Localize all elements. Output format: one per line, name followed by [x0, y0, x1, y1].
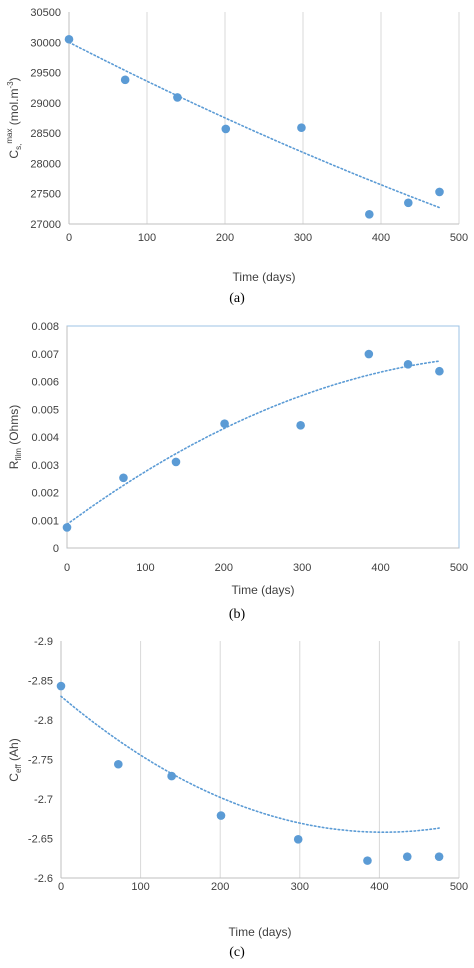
x-tick-label: 200 — [215, 562, 233, 574]
data-point — [365, 210, 374, 219]
x-tick-label: 300 — [293, 562, 311, 574]
data-point — [120, 75, 130, 85]
y-tick-label: -2.7 — [34, 794, 53, 806]
data-point — [171, 457, 181, 467]
y-tick-label: -2.65 — [28, 834, 53, 846]
y-tick-label: -2.6 — [34, 873, 53, 885]
y-tick-label: 29000 — [30, 98, 61, 110]
x-tick-label: 0 — [64, 562, 70, 574]
y-tick-label: 29500 — [30, 68, 61, 80]
data-point — [435, 366, 444, 376]
x-tick-label: 300 — [294, 232, 312, 244]
trendline — [68, 41, 441, 209]
chart-c: 0 100 200 300 400 500 -2.9 -2.85 -2.8 -2.75 -2.7 -2… — [7, 636, 468, 960]
data-point — [173, 93, 182, 102]
trendline — [66, 360, 441, 526]
x-tick-label: 500 — [450, 881, 468, 893]
data-point — [167, 771, 176, 781]
data-point — [64, 34, 74, 44]
chart-a: 0 100 200 300 400 500 27000 27500 28000 28500 2900… — [5, 7, 468, 306]
x-tick-label: 500 — [450, 562, 468, 574]
data-point — [402, 852, 412, 861]
y-tick-label: 0.004 — [31, 432, 59, 444]
data-point — [62, 523, 72, 532]
x-tick-label: 300 — [291, 881, 309, 893]
data-point — [221, 124, 231, 134]
x-tick-label: 200 — [211, 881, 229, 893]
data-point — [364, 349, 374, 359]
y-tick-label: -2.85 — [28, 676, 53, 688]
panel-caption: (a) — [229, 291, 245, 306]
chart-b: 0 100 200 300 400 500 0 0.001 0.002 0.003 0.004 0.0… — [7, 321, 468, 622]
x-tick-label: 0 — [66, 232, 72, 244]
y-tick-label: 27500 — [30, 189, 61, 201]
trendline — [60, 695, 440, 833]
y-axis-title: Cs,max (mol.m-3) — [5, 77, 23, 158]
x-axis-title: Time (days) — [229, 925, 292, 939]
data-point — [220, 419, 229, 428]
x-tick-label: 400 — [372, 232, 390, 244]
y-tick-label: -2.75 — [28, 755, 53, 767]
data-point — [296, 421, 305, 430]
panel-caption: (c) — [229, 945, 245, 960]
data-point — [403, 359, 413, 369]
data-point — [114, 759, 123, 769]
data-point — [363, 856, 372, 865]
y-tick-label: 0.005 — [31, 404, 59, 416]
x-tick-label: 400 — [370, 881, 388, 893]
data-point — [293, 834, 303, 844]
y-tick-label: 30000 — [30, 37, 61, 49]
y-axis-title: Ceff (Ah) — [7, 738, 23, 781]
y-axis-title: Rfilm (Ohms) — [7, 405, 23, 469]
x-tick-label: 100 — [136, 562, 154, 574]
y-tick-label: 0.006 — [31, 377, 59, 389]
y-tick-label: 0.008 — [31, 321, 59, 333]
x-tick-label: 100 — [138, 232, 156, 244]
x-tick-label: 200 — [216, 232, 234, 244]
data-point — [119, 473, 128, 483]
y-tick-label: 0.002 — [31, 488, 59, 500]
panel-caption: (b) — [229, 607, 246, 622]
y-tick-label: 0.001 — [31, 515, 59, 527]
y-tick-label: 30500 — [30, 7, 61, 19]
plot-frame — [66, 325, 460, 549]
x-tick-label: 500 — [450, 232, 468, 244]
x-tick-label: 400 — [371, 562, 389, 574]
data-point — [56, 681, 66, 691]
y-tick-label: 0.003 — [31, 460, 59, 472]
x-axis-title: Time (days) — [233, 270, 296, 284]
x-tick-label: 0 — [58, 881, 64, 893]
data-point — [435, 187, 444, 197]
y-tick-label: 0 — [53, 543, 59, 555]
data-point — [404, 198, 413, 208]
y-tick-label: 0.007 — [31, 349, 59, 361]
y-tick-label: 28000 — [30, 158, 61, 170]
y-tick-label: -2.8 — [34, 715, 53, 727]
data-point — [216, 811, 226, 820]
data-point — [297, 123, 306, 132]
y-tick-label: -2.9 — [34, 636, 53, 648]
data-point — [434, 852, 444, 861]
y-tick-label: 28500 — [30, 128, 61, 140]
x-tick-label: 100 — [131, 881, 149, 893]
x-axis-title: Time (days) — [232, 583, 295, 597]
y-tick-label: 27000 — [30, 219, 61, 231]
